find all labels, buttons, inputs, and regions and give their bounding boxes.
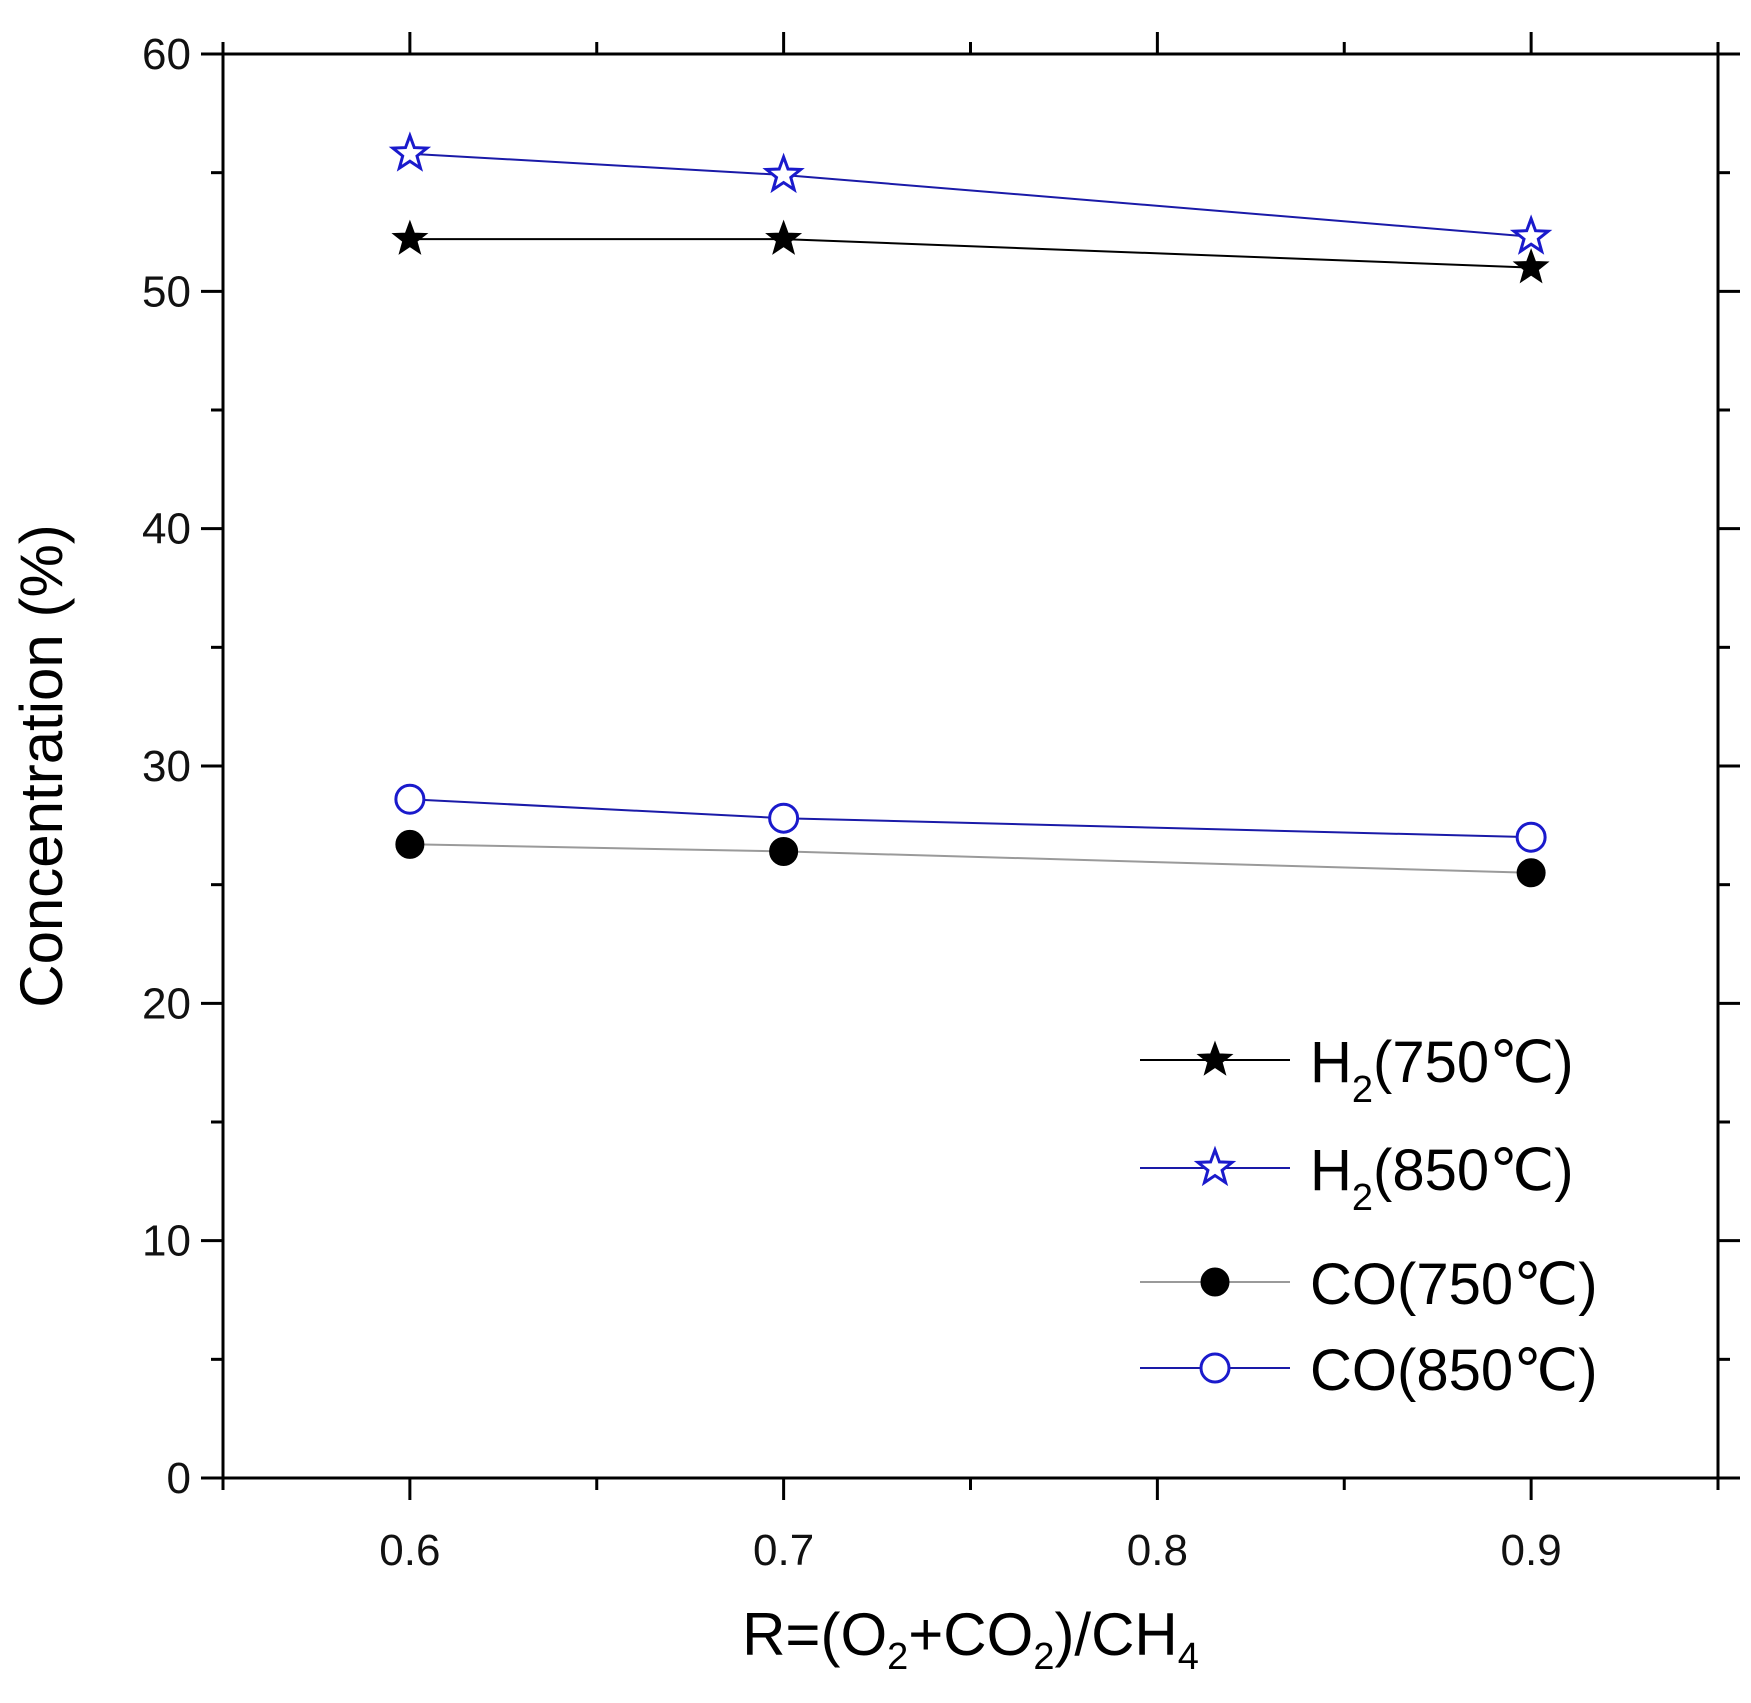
series-lines <box>409 152 1532 874</box>
data-point-2 <box>395 829 425 859</box>
series-line-1 <box>409 152 1532 238</box>
legend: H2(750℃) H2(850℃) CO(750℃) CO(850℃) <box>1140 1030 1598 1403</box>
legend-label: CO(850℃) <box>1310 1338 1598 1403</box>
x-tick-label: 0.9 <box>1501 1526 1562 1575</box>
y-tick-label: 60 <box>142 30 191 79</box>
data-point-2 <box>1516 858 1546 888</box>
y-tick-label: 30 <box>142 742 191 791</box>
data-point-0 <box>765 219 803 255</box>
data-point-1 <box>1509 214 1553 255</box>
y-tick-label: 0 <box>167 1454 191 1503</box>
y-tick-label: 50 <box>142 267 191 316</box>
data-point-3 <box>768 802 800 834</box>
series-line-2 <box>409 843 1532 874</box>
x-axis-title-sub: 2 <box>1033 1636 1054 1678</box>
data-point-1 <box>388 131 432 172</box>
legend-label: CO(750℃) <box>1310 1252 1598 1317</box>
legend-marker <box>1199 1352 1231 1384</box>
axis-tick-labels: 0 10 20 30 40 50 60 0.6 0.7 0.8 0.9 <box>142 30 1562 1575</box>
series-line-0 <box>409 238 1532 269</box>
y-axis-title: Concentration (%) <box>8 524 75 1008</box>
x-axis-title-part: +CO <box>908 1601 1033 1668</box>
data-point-3 <box>394 783 426 815</box>
data-point-3 <box>1515 821 1547 853</box>
x-tick-label: 0.6 <box>379 1526 440 1575</box>
x-axis-title-part: R=(O <box>742 1601 887 1668</box>
data-point-2 <box>769 836 799 866</box>
legend-label: H2(750℃) <box>1310 1030 1574 1111</box>
legend-label: H2(850℃) <box>1310 1138 1574 1219</box>
y-tick-label: 10 <box>142 1217 191 1266</box>
data-point-0 <box>1512 248 1550 284</box>
x-tick-label: 0.7 <box>753 1526 814 1575</box>
y-tick-label: 40 <box>142 505 191 554</box>
data-point-1 <box>762 152 805 194</box>
x-axis-title-sub: 2 <box>887 1636 908 1678</box>
x-axis-title: R=(O2+CO2)/CH4 <box>742 1601 1199 1678</box>
legend-marker <box>1193 1145 1237 1187</box>
axis-ticks <box>201 32 1740 1500</box>
x-axis-title-sub: 4 <box>1178 1636 1199 1678</box>
series-markers <box>388 131 1553 888</box>
series-line-3 <box>409 798 1532 839</box>
legend-marker <box>1196 1040 1234 1076</box>
x-tick-label: 0.8 <box>1127 1526 1188 1575</box>
y-tick-label: 20 <box>142 979 191 1028</box>
data-point-0 <box>391 219 429 255</box>
legend-marker <box>1200 1267 1230 1297</box>
x-axis-title-part: )/CH <box>1054 1601 1177 1668</box>
